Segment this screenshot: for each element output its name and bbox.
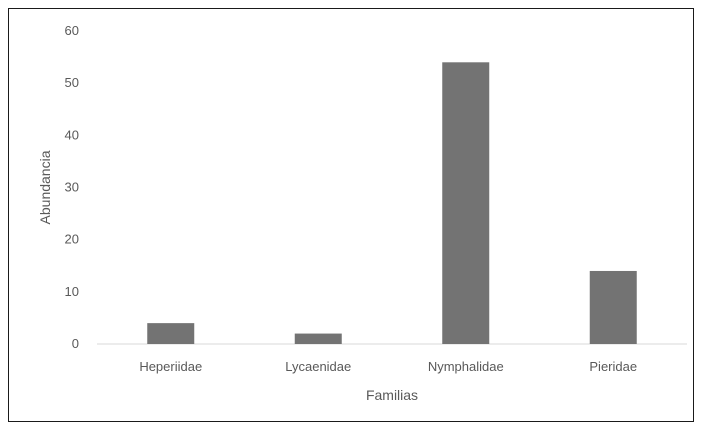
bar (589, 270, 637, 344)
bar (147, 323, 195, 344)
chart-frame (8, 8, 694, 422)
y-tick-label: 20 (65, 232, 79, 247)
y-tick-label: 10 (65, 284, 79, 299)
bar (442, 62, 490, 345)
y-tick-label: 40 (65, 127, 79, 142)
bars (147, 62, 637, 345)
y-tick-label: 60 (65, 23, 79, 38)
x-axis-title: Familias (366, 387, 418, 403)
x-tick-label: Lycaenidae (285, 359, 351, 374)
bar (294, 333, 342, 344)
y-axis-title: Abundancia (37, 150, 53, 224)
x-tick-label: Pieridae (589, 359, 637, 374)
y-axis-ticks: 0 10 20 30 40 50 60 (65, 23, 79, 351)
y-tick-label: 30 (65, 180, 79, 195)
y-tick-label: 50 (65, 75, 79, 90)
x-axis-ticks: Heperiidae Lycaenidae Nymphalidae Pieridae (139, 359, 637, 374)
y-tick-label: 0 (72, 336, 79, 351)
x-tick-label: Heperiidae (139, 359, 202, 374)
x-tick-label: Nymphalidae (428, 359, 504, 374)
